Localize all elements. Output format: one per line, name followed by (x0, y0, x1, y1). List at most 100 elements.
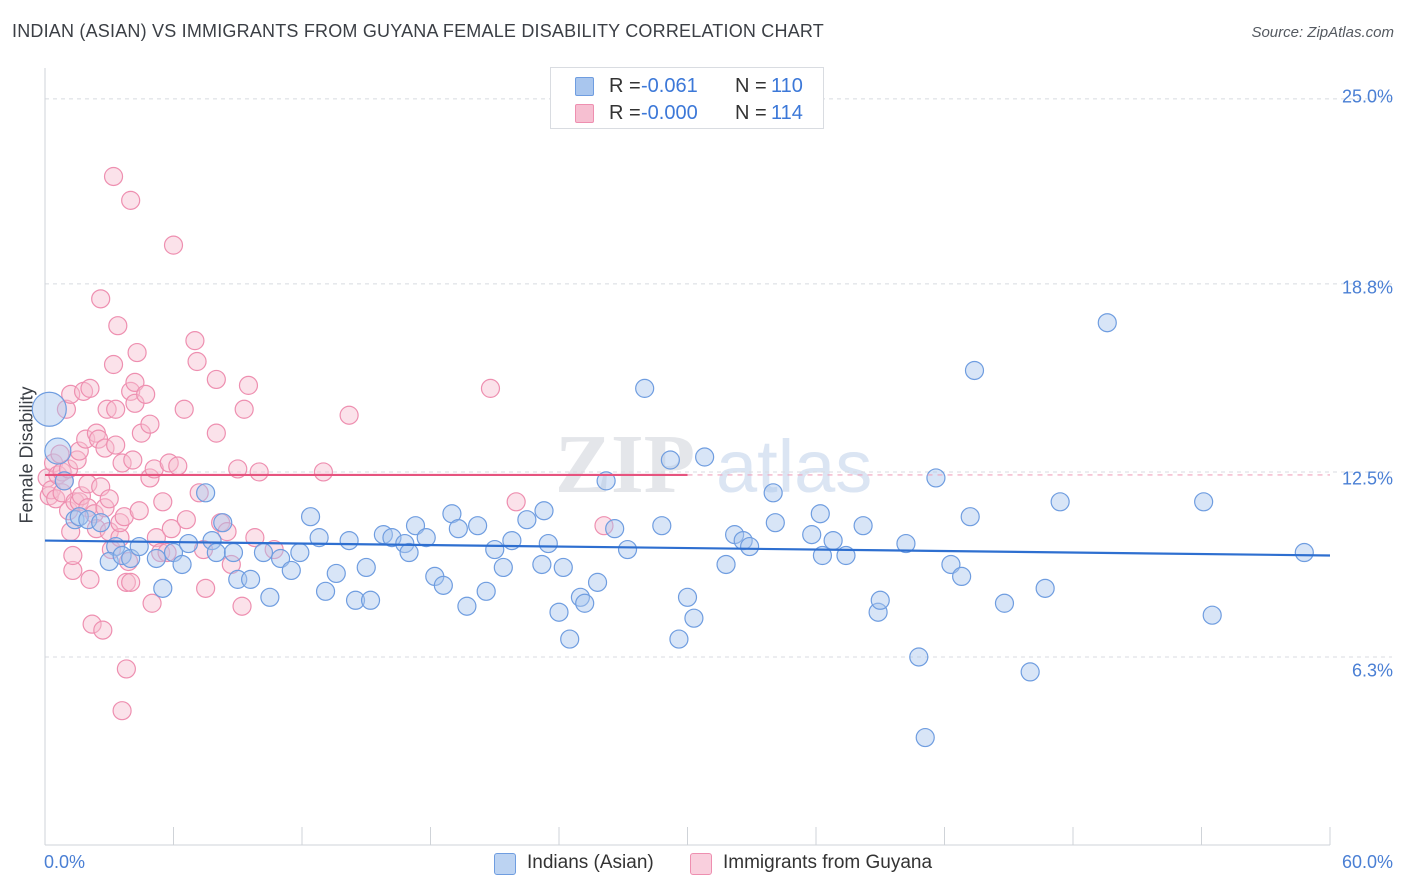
guyana-point (140, 414, 160, 434)
guyana-point (80, 378, 100, 398)
guyana-point (63, 560, 83, 581)
indians-point (1294, 542, 1314, 563)
guyana-point (506, 492, 526, 512)
correlation-stats-box: R = -0.061 N = 110 R = -0.000 N = 114 (550, 67, 824, 129)
guyana-point (168, 456, 188, 476)
indians-point (517, 510, 537, 530)
guyana-point (185, 331, 205, 351)
indians-point (241, 569, 261, 589)
indians-point (532, 554, 552, 575)
indians-point (270, 548, 291, 569)
indians-point (129, 536, 149, 557)
guyana-point (106, 435, 126, 455)
indians-point (196, 483, 216, 503)
guyana-point (339, 405, 359, 425)
guyana-point (121, 572, 141, 592)
n-label: N = (735, 75, 767, 97)
indians-point (146, 548, 166, 569)
guyana-point (112, 453, 132, 473)
indians-point (810, 504, 830, 524)
indians-point (339, 530, 359, 551)
indians-point (596, 471, 616, 491)
r-value: -0.061 (641, 75, 698, 97)
indians-point (802, 525, 822, 545)
indians-point (468, 516, 488, 536)
guyana-point (125, 372, 145, 393)
guyana-point (163, 235, 184, 255)
indians-point (812, 545, 833, 566)
indians-point (964, 360, 985, 381)
indians-point (356, 557, 376, 578)
indians-point (695, 447, 715, 467)
guyana-point (106, 399, 126, 419)
guyana-point (112, 701, 132, 721)
indians-point (172, 554, 192, 575)
indians-point (926, 468, 946, 488)
indians-point (617, 539, 638, 560)
indians-point (1194, 492, 1214, 512)
indians-point (433, 575, 453, 595)
guyana-point (136, 384, 156, 404)
guyana-point (161, 519, 181, 539)
indians-point (54, 471, 74, 491)
guyana-point (189, 483, 209, 503)
guyana-point (594, 516, 614, 536)
indians-point (960, 507, 980, 527)
y-tick-label: 18.8% (1341, 277, 1393, 298)
indians-point (553, 557, 573, 578)
guyana-point (232, 596, 252, 616)
pink-swatch (575, 104, 594, 123)
guyana-point (63, 545, 83, 566)
indians-point (300, 507, 321, 527)
guyana-point (174, 399, 194, 419)
indians-point (493, 557, 513, 578)
indians-point (485, 539, 505, 560)
indians-point (1020, 662, 1040, 682)
guyana-point (129, 501, 149, 521)
guyana-point (176, 510, 196, 530)
guyana-point (82, 614, 102, 634)
indians-point (399, 542, 419, 563)
indians-point (823, 530, 843, 551)
r-label: R = (609, 102, 641, 124)
indians-point (549, 602, 569, 622)
watermark: ZIP atlas (555, 418, 872, 511)
guyana-point (71, 486, 92, 506)
indians-point (994, 593, 1015, 613)
indians-point (309, 528, 329, 548)
guyana-point (238, 375, 259, 395)
indians-point (178, 533, 199, 554)
guyana-point (187, 351, 207, 372)
indians-point (326, 563, 346, 584)
chart-title: INDIAN (ASIAN) VS IMMIGRANTS FROM GUYANA… (12, 21, 824, 41)
n-value: 110 (771, 75, 803, 97)
guyana-point (313, 462, 334, 482)
y-tick-label: 12.5% (1341, 468, 1393, 489)
indians-point (652, 516, 672, 536)
guyana-point (116, 572, 136, 592)
indians-point (896, 533, 916, 554)
indians-point (868, 602, 888, 622)
indians-point (915, 727, 935, 748)
guyana-point (99, 489, 119, 509)
y-tick-label: 25.0% (1341, 86, 1393, 107)
guyana-point (140, 468, 160, 488)
source-credit: Source: ZipAtlas.com (1251, 24, 1394, 41)
indians-point (952, 566, 972, 587)
indians-point (405, 516, 426, 536)
legend-label: Indians (Asian) (527, 852, 654, 873)
indians-point (575, 593, 595, 613)
guyana-point (103, 166, 124, 187)
indians-point (587, 572, 608, 592)
guyana-point (91, 289, 111, 309)
indians-point (941, 554, 961, 575)
indians-point (763, 483, 783, 503)
indians-point (1202, 605, 1222, 625)
indians-point (360, 590, 381, 610)
indians-point (281, 560, 301, 581)
indians-point (213, 513, 233, 533)
indians-point (91, 513, 111, 533)
guyana-point (103, 354, 124, 375)
guyana-point (127, 342, 147, 363)
r-value: -0.000 (641, 102, 698, 124)
